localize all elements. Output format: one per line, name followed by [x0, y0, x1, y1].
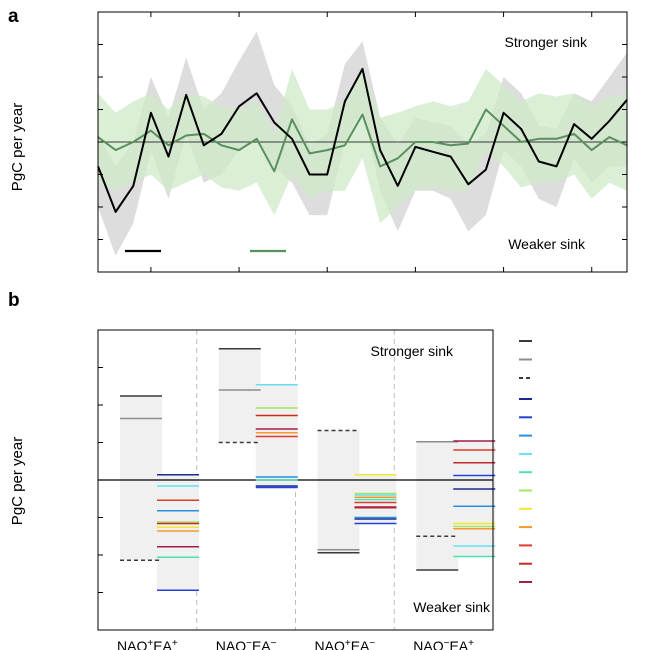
panel-a: a PgC per year Stronger sink Weaker sink — [8, 6, 628, 273]
inversion-range-box — [317, 430, 360, 553]
panel-b-inversion-boxes — [120, 348, 496, 591]
category-label: NAO−EA+ — [413, 638, 474, 650]
category-label: NAO+EA− — [315, 638, 376, 650]
panel-a-label: a — [8, 6, 19, 27]
inversion-range-box — [120, 396, 162, 561]
panel-b-label: b — [8, 290, 20, 311]
category-label-sup1: − — [444, 638, 450, 649]
model-range-box — [453, 441, 496, 557]
category-label-base: NAO — [315, 638, 345, 650]
panel-a-bands — [98, 31, 627, 256]
series-line-trendy — [97, 108, 628, 173]
panel-b: b PgC per year NAO+EA+ NAO−EA− NAO+EA− NAO−… — [8, 290, 532, 650]
category-label-base: NAO — [117, 638, 147, 650]
category-label-mid: EA — [252, 638, 271, 650]
panel-a-annotation-stronger: Stronger sink — [505, 34, 588, 50]
inversion-range-box — [218, 348, 261, 443]
band-trendy — [98, 68, 627, 224]
panel-b-legend — [519, 340, 532, 583]
category-label-sup2: + — [468, 638, 474, 649]
category-label-sup1: + — [147, 638, 153, 649]
panel-b-y-axis — [98, 329, 103, 631]
category-label-sup1: + — [345, 638, 351, 649]
band-inversions — [98, 31, 627, 256]
panel-a-y-axis — [98, 11, 627, 273]
model-range-box — [157, 474, 199, 591]
category-label-sup2: − — [271, 638, 277, 649]
series-line-inversions — [97, 67, 628, 213]
panel-a-annotation-weaker: Weaker sink — [508, 236, 586, 252]
panel-b-annotation-weaker: Weaker sink — [413, 599, 491, 615]
panel-b-group-dividers — [196, 330, 395, 630]
category-label: NAO−EA− — [216, 638, 277, 650]
category-label-mid: EA — [351, 638, 370, 650]
category-label-base: NAO — [216, 638, 246, 650]
panel-b-annotation-stronger: Stronger sink — [371, 343, 454, 359]
category-label-sup2: − — [369, 638, 375, 649]
panel-a-ylabel: PgC per year — [9, 103, 26, 191]
category-label-base: NAO — [413, 638, 443, 650]
inversion-range-box — [416, 441, 459, 570]
category-label: NAO+EA+ — [117, 638, 178, 650]
panel-a-x-axis — [150, 12, 593, 272]
category-label-sup1: − — [246, 638, 252, 649]
category-label-sup2: + — [172, 638, 178, 649]
category-label-mid: EA — [449, 638, 468, 650]
panel-a-lines — [97, 67, 628, 213]
panel-b-x-axis: NAO+EA+ NAO−EA− NAO+EA− NAO−EA+ — [117, 638, 474, 650]
panel-b-ylabel: PgC per year — [9, 437, 26, 525]
panel-b-marks — [120, 348, 496, 591]
category-label-mid: EA — [153, 638, 172, 650]
